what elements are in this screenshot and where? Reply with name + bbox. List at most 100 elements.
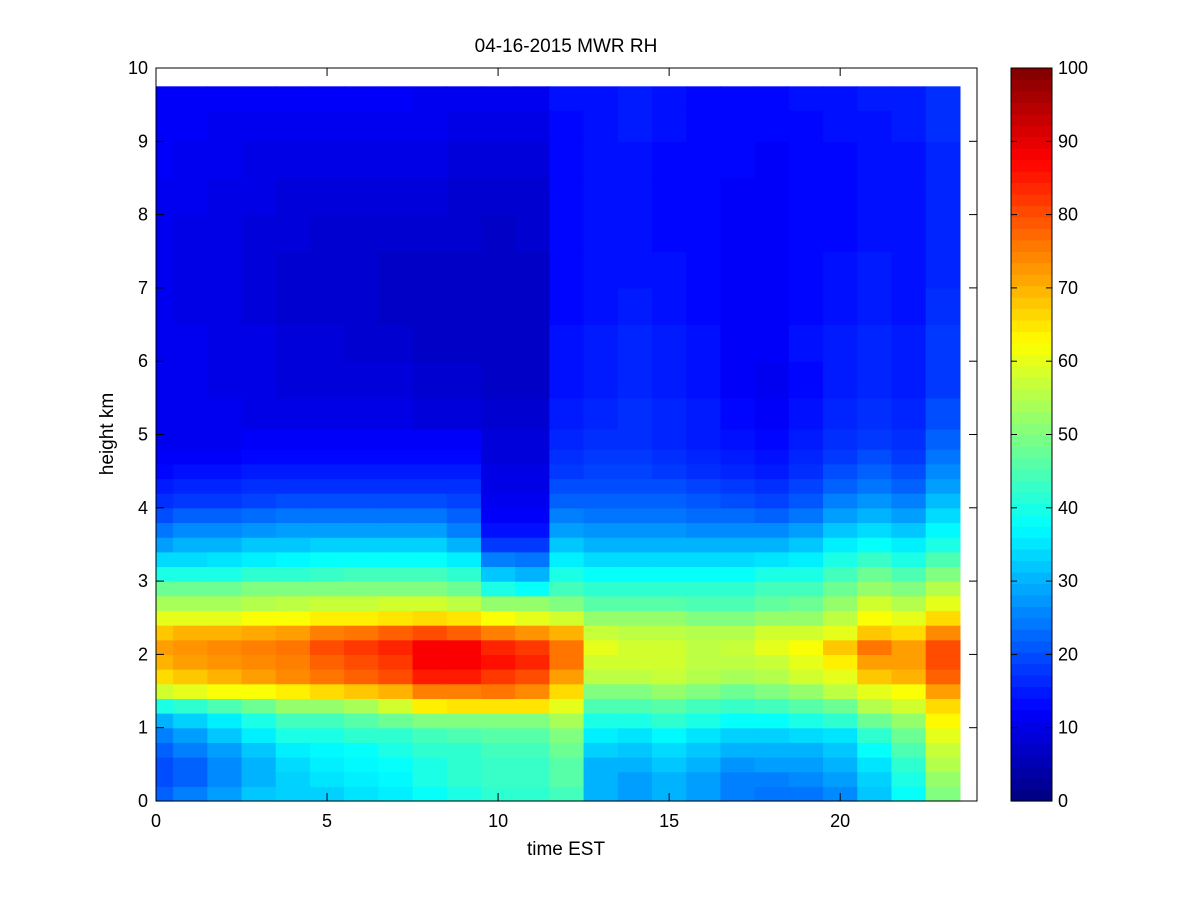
heatmap-cell — [823, 361, 858, 399]
heatmap-cell — [823, 251, 858, 289]
heatmap-cell — [549, 786, 585, 802]
y-tick-label: 8 — [138, 205, 148, 225]
heatmap-cell — [720, 324, 756, 362]
colorbar-segment — [1011, 423, 1052, 436]
heatmap-cell — [925, 251, 961, 289]
heatmap-cell — [378, 463, 414, 480]
heatmap-cell — [480, 595, 516, 612]
heatmap-cell — [857, 507, 893, 524]
heatmap-cell — [686, 507, 722, 524]
heatmap-cell — [925, 324, 961, 362]
colorbar-segment — [1011, 743, 1052, 756]
heatmap-cell — [925, 493, 961, 509]
heatmap-cell — [788, 361, 824, 399]
colorbar-tick-label: 10 — [1058, 718, 1078, 738]
heatmap-cell — [480, 478, 516, 494]
heatmap-cell — [823, 463, 858, 480]
heatmap-cell — [378, 177, 414, 216]
heatmap-cell — [925, 214, 961, 252]
heatmap-cell — [515, 522, 550, 538]
heatmap-cell — [788, 742, 824, 758]
heatmap-cell — [891, 727, 927, 743]
colorbar-segment — [1011, 159, 1052, 172]
heatmap-cell — [823, 698, 858, 714]
heatmap-cell — [378, 449, 414, 465]
heatmap-cell — [857, 429, 893, 450]
heatmap-cell — [515, 625, 550, 641]
heatmap-cell — [207, 429, 243, 450]
heatmap-cell — [891, 537, 927, 553]
heatmap-cell — [617, 786, 653, 802]
heatmap-cell — [652, 493, 687, 509]
heatmap-cell — [241, 757, 277, 773]
heatmap-cell — [720, 625, 756, 641]
heatmap-cell — [480, 463, 516, 480]
heatmap-cell — [857, 786, 893, 802]
heatmap-cell — [549, 610, 585, 626]
heatmap-cell — [720, 742, 756, 758]
heatmap-cell — [652, 713, 687, 729]
heatmap-cell — [412, 214, 448, 252]
heatmap-cell — [788, 771, 824, 787]
y-tick-label: 6 — [138, 351, 148, 371]
heatmap-cell — [857, 110, 893, 142]
heatmap-cell — [173, 361, 208, 399]
heatmap-cell — [378, 625, 414, 641]
heatmap-cell — [549, 324, 585, 362]
heatmap-cell — [344, 581, 379, 597]
heatmap-cell — [686, 463, 722, 480]
heatmap-cell — [891, 595, 927, 612]
heatmap-cell — [344, 397, 379, 430]
heatmap-cell — [617, 581, 653, 597]
heatmap-cell — [207, 537, 243, 553]
heatmap-cell — [344, 287, 379, 326]
heatmap-cell — [823, 449, 858, 465]
heatmap-cell — [754, 86, 790, 111]
heatmap-cell — [857, 551, 893, 568]
heatmap-cell — [754, 478, 790, 494]
heatmap-cell — [412, 757, 448, 773]
heatmap-cell — [515, 683, 550, 699]
heatmap-cell — [275, 324, 311, 362]
heatmap-cell — [173, 463, 208, 480]
heatmap-cell — [857, 698, 893, 714]
heatmap-cell — [378, 324, 414, 362]
heatmap-cell — [686, 141, 722, 179]
colorbar-segment — [1011, 182, 1052, 195]
heatmap-cell — [241, 86, 277, 111]
heatmap-cell — [446, 566, 482, 582]
colorbar-tick-label: 80 — [1058, 205, 1078, 225]
heatmap-cell — [309, 493, 345, 509]
heatmap-cell — [156, 86, 174, 111]
heatmap-cell — [207, 522, 243, 538]
colorbar-segment — [1011, 193, 1052, 207]
heatmap-cell — [207, 251, 243, 289]
y-axis-ticks: 0 1 2 3 4 5 6 7 8 9 10 — [128, 58, 977, 811]
heatmap-cell — [754, 287, 790, 326]
heatmap-cell — [823, 324, 858, 362]
heatmap-cell — [156, 669, 174, 685]
heatmap-cell — [480, 177, 516, 216]
heatmap-cell — [891, 581, 927, 597]
y-tick-label: 1 — [138, 718, 148, 738]
heatmap-cell — [686, 654, 722, 670]
heatmap-cell — [617, 566, 653, 582]
heatmap-cell — [857, 610, 893, 626]
heatmap-cell — [583, 639, 619, 655]
heatmap-cell — [686, 287, 722, 326]
colorbar-segment — [1011, 365, 1052, 378]
heatmap-cell — [754, 757, 790, 773]
heatmap-cell — [823, 141, 858, 179]
heatmap-cell — [686, 713, 722, 729]
colorbar-segment — [1011, 629, 1052, 642]
heatmap-cell — [275, 86, 311, 111]
heatmap-cell — [583, 566, 619, 582]
heatmap-cell — [156, 507, 174, 524]
heatmap-cell — [207, 463, 243, 480]
heatmap-cell — [378, 141, 414, 179]
colorbar-tick-label: 70 — [1058, 278, 1078, 298]
heatmap-cell — [720, 581, 756, 597]
heatmap-cell — [857, 214, 893, 252]
heatmap-cell — [823, 493, 858, 509]
heatmap-cell — [925, 110, 961, 142]
